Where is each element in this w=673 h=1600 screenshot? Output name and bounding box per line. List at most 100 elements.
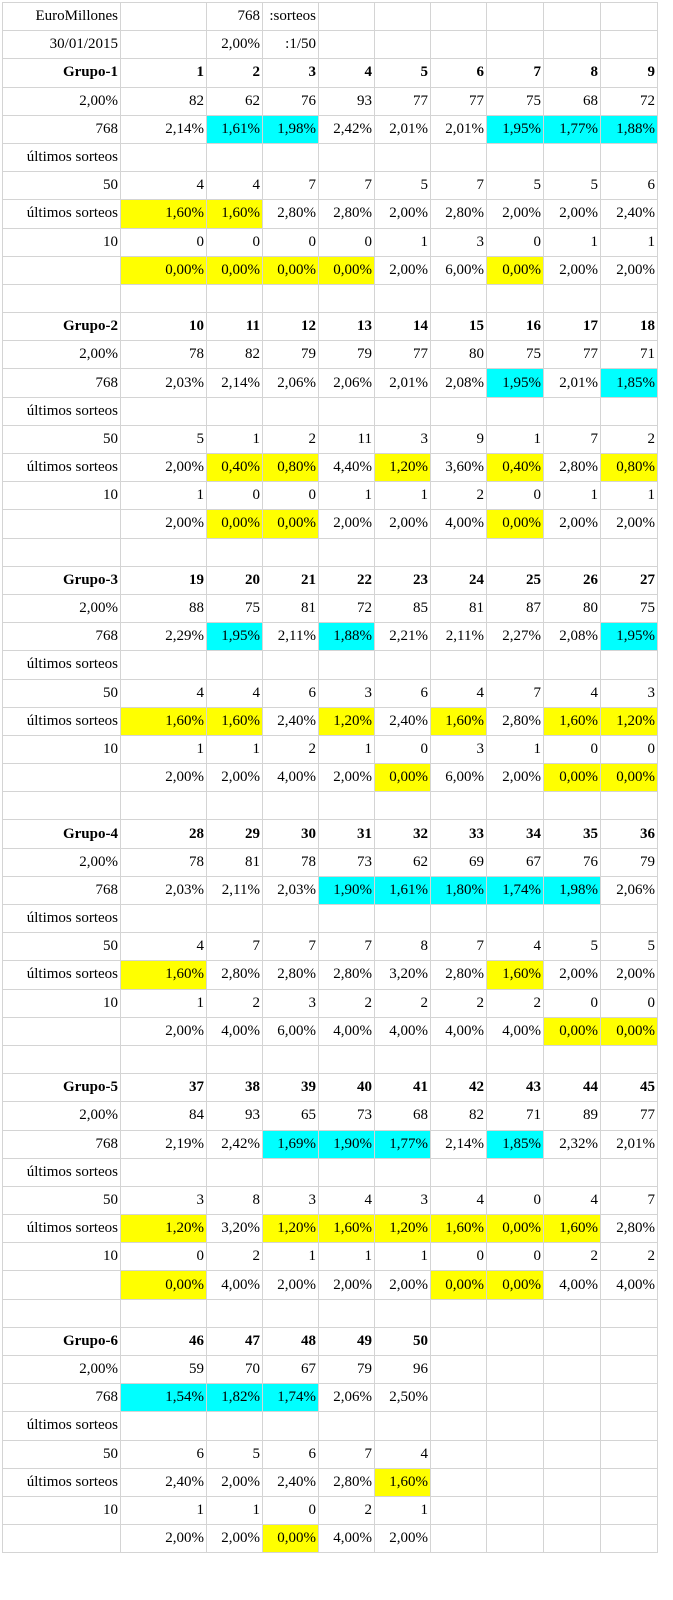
last50-pct-cell[interactable] [430,1467,487,1497]
pct-label[interactable]: 2,00% [2,1354,121,1385]
count-cell[interactable]: 68 [374,1101,431,1131]
last10-pct-cell[interactable]: 0,00% [318,255,375,285]
last50-count-cell[interactable]: 4 [486,932,544,962]
pct-label[interactable]: 2,00% [2,1101,121,1131]
ball-number[interactable]: 23 [374,565,431,595]
last10-pct-cell[interactable]: 2,00% [374,509,431,539]
last50-count-cell[interactable]: 7 [318,171,375,201]
empty-cell[interactable] [600,1,658,32]
last10-count-cell[interactable]: 0 [374,734,431,765]
pct-cell[interactable]: 2,01% [600,1129,658,1159]
empty-cell[interactable] [600,1044,658,1075]
ball-number[interactable]: 42 [430,1073,487,1103]
empty-cell[interactable] [374,537,431,567]
group-name[interactable]: Grupo-5 [2,1073,121,1103]
last50-pct-cell[interactable]: 2,00% [543,960,601,990]
group-name[interactable]: Grupo-3 [2,565,121,595]
recent-label[interactable]: últimos sorteos [2,1157,121,1187]
last50-count-cell[interactable]: 4 [430,678,487,708]
last50-pct-cell[interactable]: 2,00% [374,199,431,229]
last50-pct-cell[interactable]: 2,40% [600,199,658,229]
empty-cell[interactable] [2,791,121,821]
last50-pct-cell[interactable]: 1,60% [486,960,544,990]
empty-cell[interactable] [120,396,207,426]
last50-pct-cell[interactable]: 2,80% [318,199,375,229]
last10-count-cell[interactable]: 1 [374,227,431,257]
empty-cell[interactable] [206,142,263,173]
count-cell[interactable]: 71 [600,340,658,370]
last10-pct-cell[interactable]: 2,00% [318,763,375,793]
empty-cell[interactable] [2,1016,121,1046]
empty-cell[interactable] [600,30,658,60]
empty-cell[interactable] [206,1411,263,1441]
empty-cell[interactable] [543,537,601,567]
last50-count-cell[interactable]: 4 [120,678,207,708]
last50-pct-cell[interactable] [486,1467,544,1497]
empty-cell[interactable] [2,537,121,567]
count-cell[interactable]: 69 [430,847,487,877]
ball-number[interactable]: 13 [318,312,375,342]
pct-cell[interactable]: 2,29% [120,622,207,652]
ball-number[interactable]: 12 [262,312,319,342]
pct-cell[interactable]: 2,32% [543,1129,601,1159]
empty-cell[interactable] [543,903,601,934]
empty-cell[interactable] [374,30,431,60]
last50-pct-cell[interactable]: 3,60% [430,452,487,483]
last10-count-cell[interactable]: 2 [374,988,431,1018]
last50-count-cell[interactable]: 4 [374,1439,431,1469]
last10-count-cell[interactable]: 2 [206,1242,263,1272]
recent-label[interactable]: últimos sorteos [2,960,121,990]
empty-cell[interactable] [374,396,431,426]
last10-pct-cell[interactable]: 0,00% [486,509,544,539]
empty-cell[interactable] [486,1,544,32]
total-label[interactable]: 768 [2,875,121,906]
last10-count-cell[interactable]: 2 [318,988,375,1018]
last10-count-cell[interactable]: 1 [206,734,263,765]
last50-count-cell[interactable]: 7 [600,1185,658,1216]
empty-cell[interactable] [430,30,487,60]
last10-count-cell[interactable]: 0 [430,1242,487,1272]
empty-cell[interactable] [600,1157,658,1187]
last10-count-cell[interactable]: 1 [120,988,207,1018]
count-cell[interactable]: 79 [262,340,319,370]
ball-number[interactable]: 40 [318,1073,375,1103]
last50-count-cell[interactable]: 1 [486,424,544,455]
count-cell[interactable]: 76 [262,86,319,116]
pct-cell[interactable]: 1,88% [600,114,658,144]
recent-label[interactable]: últimos sorteos [2,142,121,173]
last10-count-cell[interactable]: 0 [318,227,375,257]
empty-cell[interactable] [120,791,207,821]
pct-cell[interactable]: 1,95% [600,622,658,652]
last10-pct-cell[interactable]: 2,00% [374,1270,431,1300]
last50-count-cell[interactable]: 6 [262,1439,319,1469]
last50-count-cell[interactable]: 9 [430,424,487,455]
empty-cell[interactable] [318,142,375,173]
last10-pct-cell[interactable]: 2,00% [206,1524,263,1554]
empty-cell[interactable] [543,1,601,32]
pct-cell[interactable]: 1,80% [430,875,487,906]
last50-pct-cell[interactable]: 2,80% [206,960,263,990]
last10-count-cell[interactable]: 0 [600,988,658,1018]
last50-pct-cell[interactable]: 0,80% [600,452,658,483]
pct-cell[interactable]: 2,50% [374,1383,431,1413]
pct-label[interactable]: 2,00% [2,340,121,370]
last10-count-cell[interactable]: 2 [486,988,544,1018]
last10-label[interactable]: 10 [2,1242,121,1272]
empty-cell[interactable] [2,1044,121,1075]
last10-pct-cell[interactable]: 6,00% [430,763,487,793]
last10-label[interactable]: 10 [2,481,121,511]
empty-cell[interactable] [374,650,431,680]
empty-cell[interactable] [430,396,487,426]
empty-cell[interactable] [262,1157,319,1187]
empty-cell[interactable] [600,903,658,934]
empty-cell[interactable] [486,142,544,173]
count-cell[interactable]: 81 [262,593,319,624]
last50-pct-cell[interactable]: 2,00% [486,199,544,229]
last50-count-cell[interactable]: 7 [262,171,319,201]
empty-cell[interactable] [430,537,487,567]
last50-label[interactable]: 50 [2,1185,121,1216]
last50-pct-cell[interactable]: 2,40% [374,706,431,736]
last50-count-cell[interactable]: 8 [374,932,431,962]
pct-cell[interactable] [430,1383,487,1413]
last50-count-cell[interactable]: 3 [120,1185,207,1216]
